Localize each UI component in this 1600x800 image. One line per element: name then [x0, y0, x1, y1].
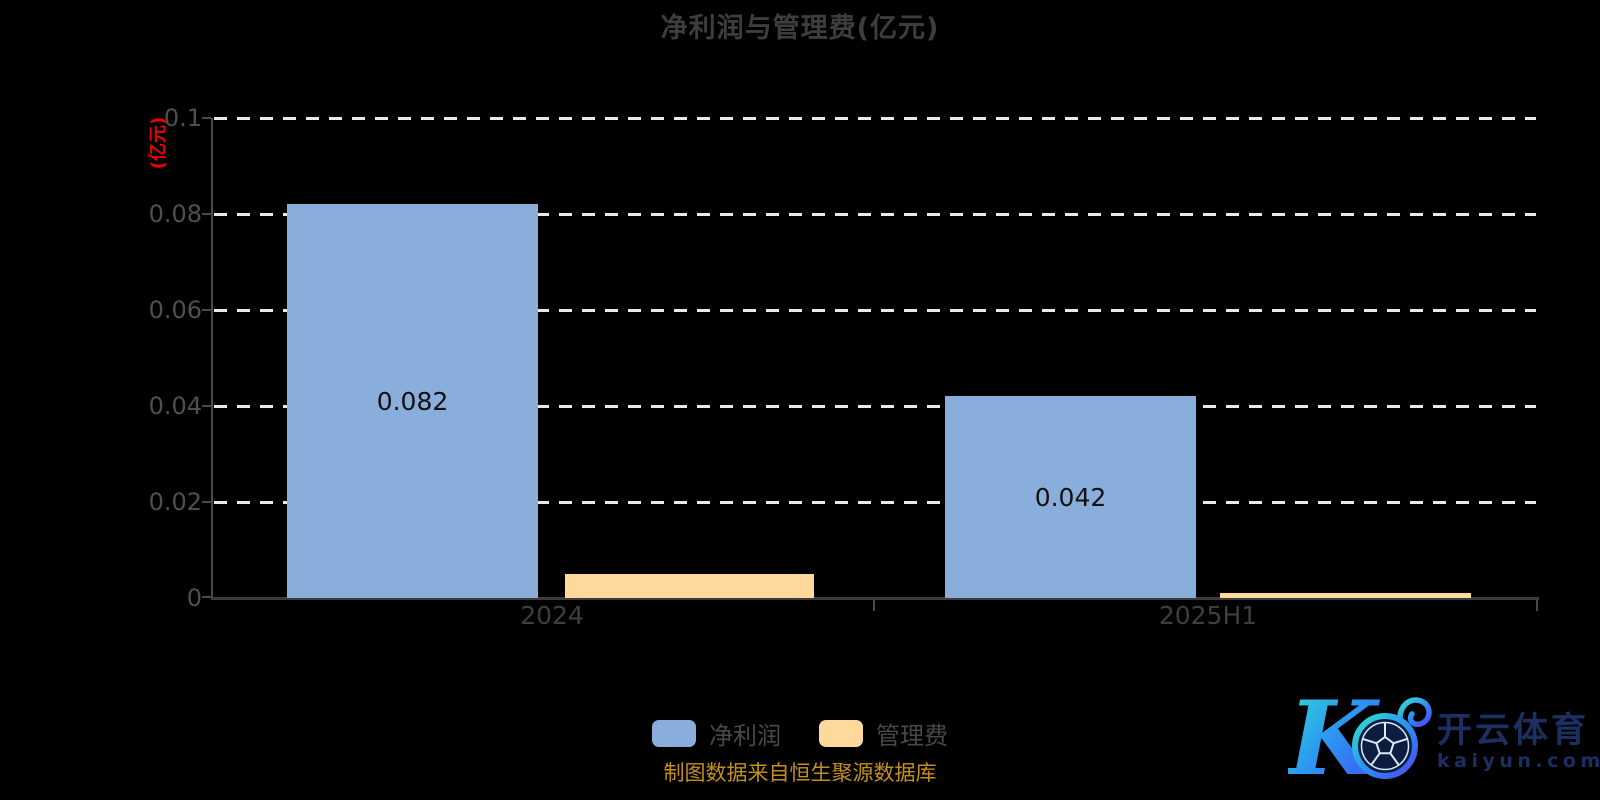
x-category-label-2025h1: 2025H1	[1158, 601, 1258, 630]
legend: 净利润 管理费	[0, 716, 1600, 751]
x-category-label-2024: 2024	[520, 601, 584, 630]
y-tick	[202, 596, 211, 598]
logo-brand-name: 开云体育	[1437, 711, 1590, 751]
y-tick-label: 0.02	[148, 488, 202, 516]
bar-management-fee-2024[interactable]	[565, 574, 814, 598]
legend-label: 管理费	[876, 722, 948, 750]
gridline-0.08	[214, 213, 1536, 216]
legend-label: 净利润	[709, 722, 781, 750]
bar-management-fee-2025h1[interactable]	[1220, 593, 1471, 598]
soccer-ball-icon	[1360, 721, 1410, 771]
legend-item-management-fee[interactable]: 管理费	[819, 716, 948, 751]
gridline-0.06	[214, 309, 1536, 312]
legend-item-net-profit[interactable]: 净利润	[652, 716, 781, 751]
logo-swirl	[1397, 697, 1432, 728]
bar-net-profit-2024[interactable]: 0.082	[287, 204, 538, 598]
y-tick	[202, 309, 211, 311]
y-tick	[202, 213, 211, 215]
gridline-0.1	[214, 117, 1536, 120]
data-source-note: 制图数据来自恒生聚源数据库	[663, 761, 937, 785]
y-tick-label: 0.1	[163, 104, 202, 132]
y-tick-label: 0.04	[148, 392, 202, 420]
logo-ball-ring	[1352, 713, 1418, 779]
bar-value-label: 0.082	[376, 386, 449, 416]
kaiyun-logo[interactable]: K 开云体育 kaiyun.com	[1288, 678, 1600, 798]
y-tick	[202, 117, 211, 119]
legend-swatch-blue	[652, 720, 696, 747]
x-axis-line	[211, 597, 1539, 600]
x-tick	[873, 600, 875, 611]
legend-swatch-yellow	[819, 720, 863, 747]
gridline-0.04	[214, 405, 1536, 408]
bar-value-label: 0.042	[1034, 482, 1107, 512]
kaiyun-monogram-icon: K	[1288, 680, 1432, 798]
y-tick-label: 0.06	[148, 296, 202, 324]
y-tick	[202, 405, 211, 407]
y-tick	[202, 501, 211, 503]
logo-domain-text: kaiyun.com	[1437, 750, 1600, 772]
y-tick-label: 0	[186, 584, 202, 612]
chart-title: 净利润与管理费(亿元)	[660, 13, 940, 44]
bar-net-profit-2025h1[interactable]: 0.042	[945, 396, 1196, 598]
x-tick	[1536, 600, 1538, 611]
gridline-0.02	[214, 501, 1536, 504]
y-tick-label: 0.08	[148, 200, 202, 228]
y-axis-line	[211, 118, 213, 598]
